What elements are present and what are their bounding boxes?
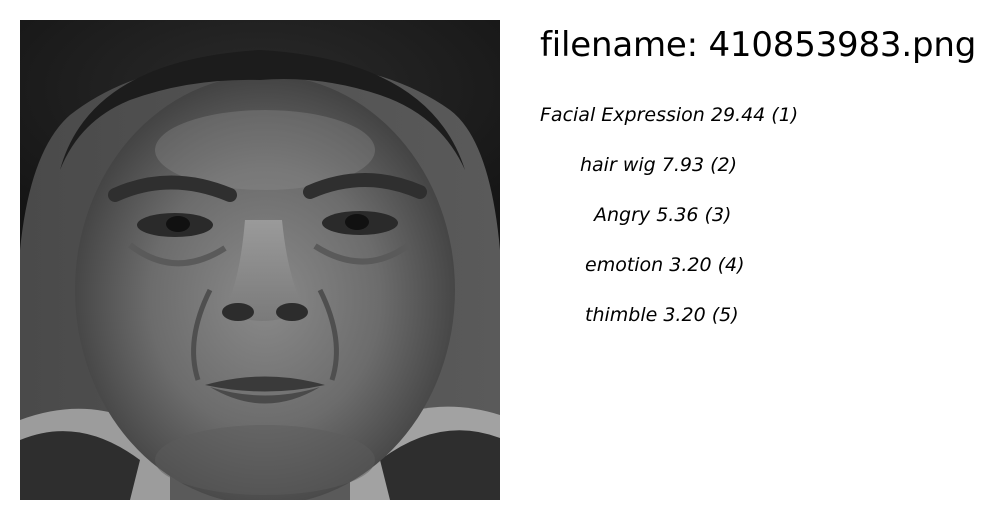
prediction-1: Facial Expression 29.44 (1) bbox=[540, 104, 799, 126]
filename-label: filename: 410853983.png bbox=[540, 25, 977, 65]
prediction-2: hair wig 7.93 (2) bbox=[580, 154, 737, 176]
prediction-4: emotion 3.20 (4) bbox=[585, 254, 745, 276]
prediction-3: Angry 5.36 (3) bbox=[594, 204, 732, 226]
face-photo bbox=[20, 20, 500, 500]
face-photo-graphic bbox=[20, 20, 500, 500]
prediction-5: thimble 3.20 (5) bbox=[585, 304, 739, 326]
